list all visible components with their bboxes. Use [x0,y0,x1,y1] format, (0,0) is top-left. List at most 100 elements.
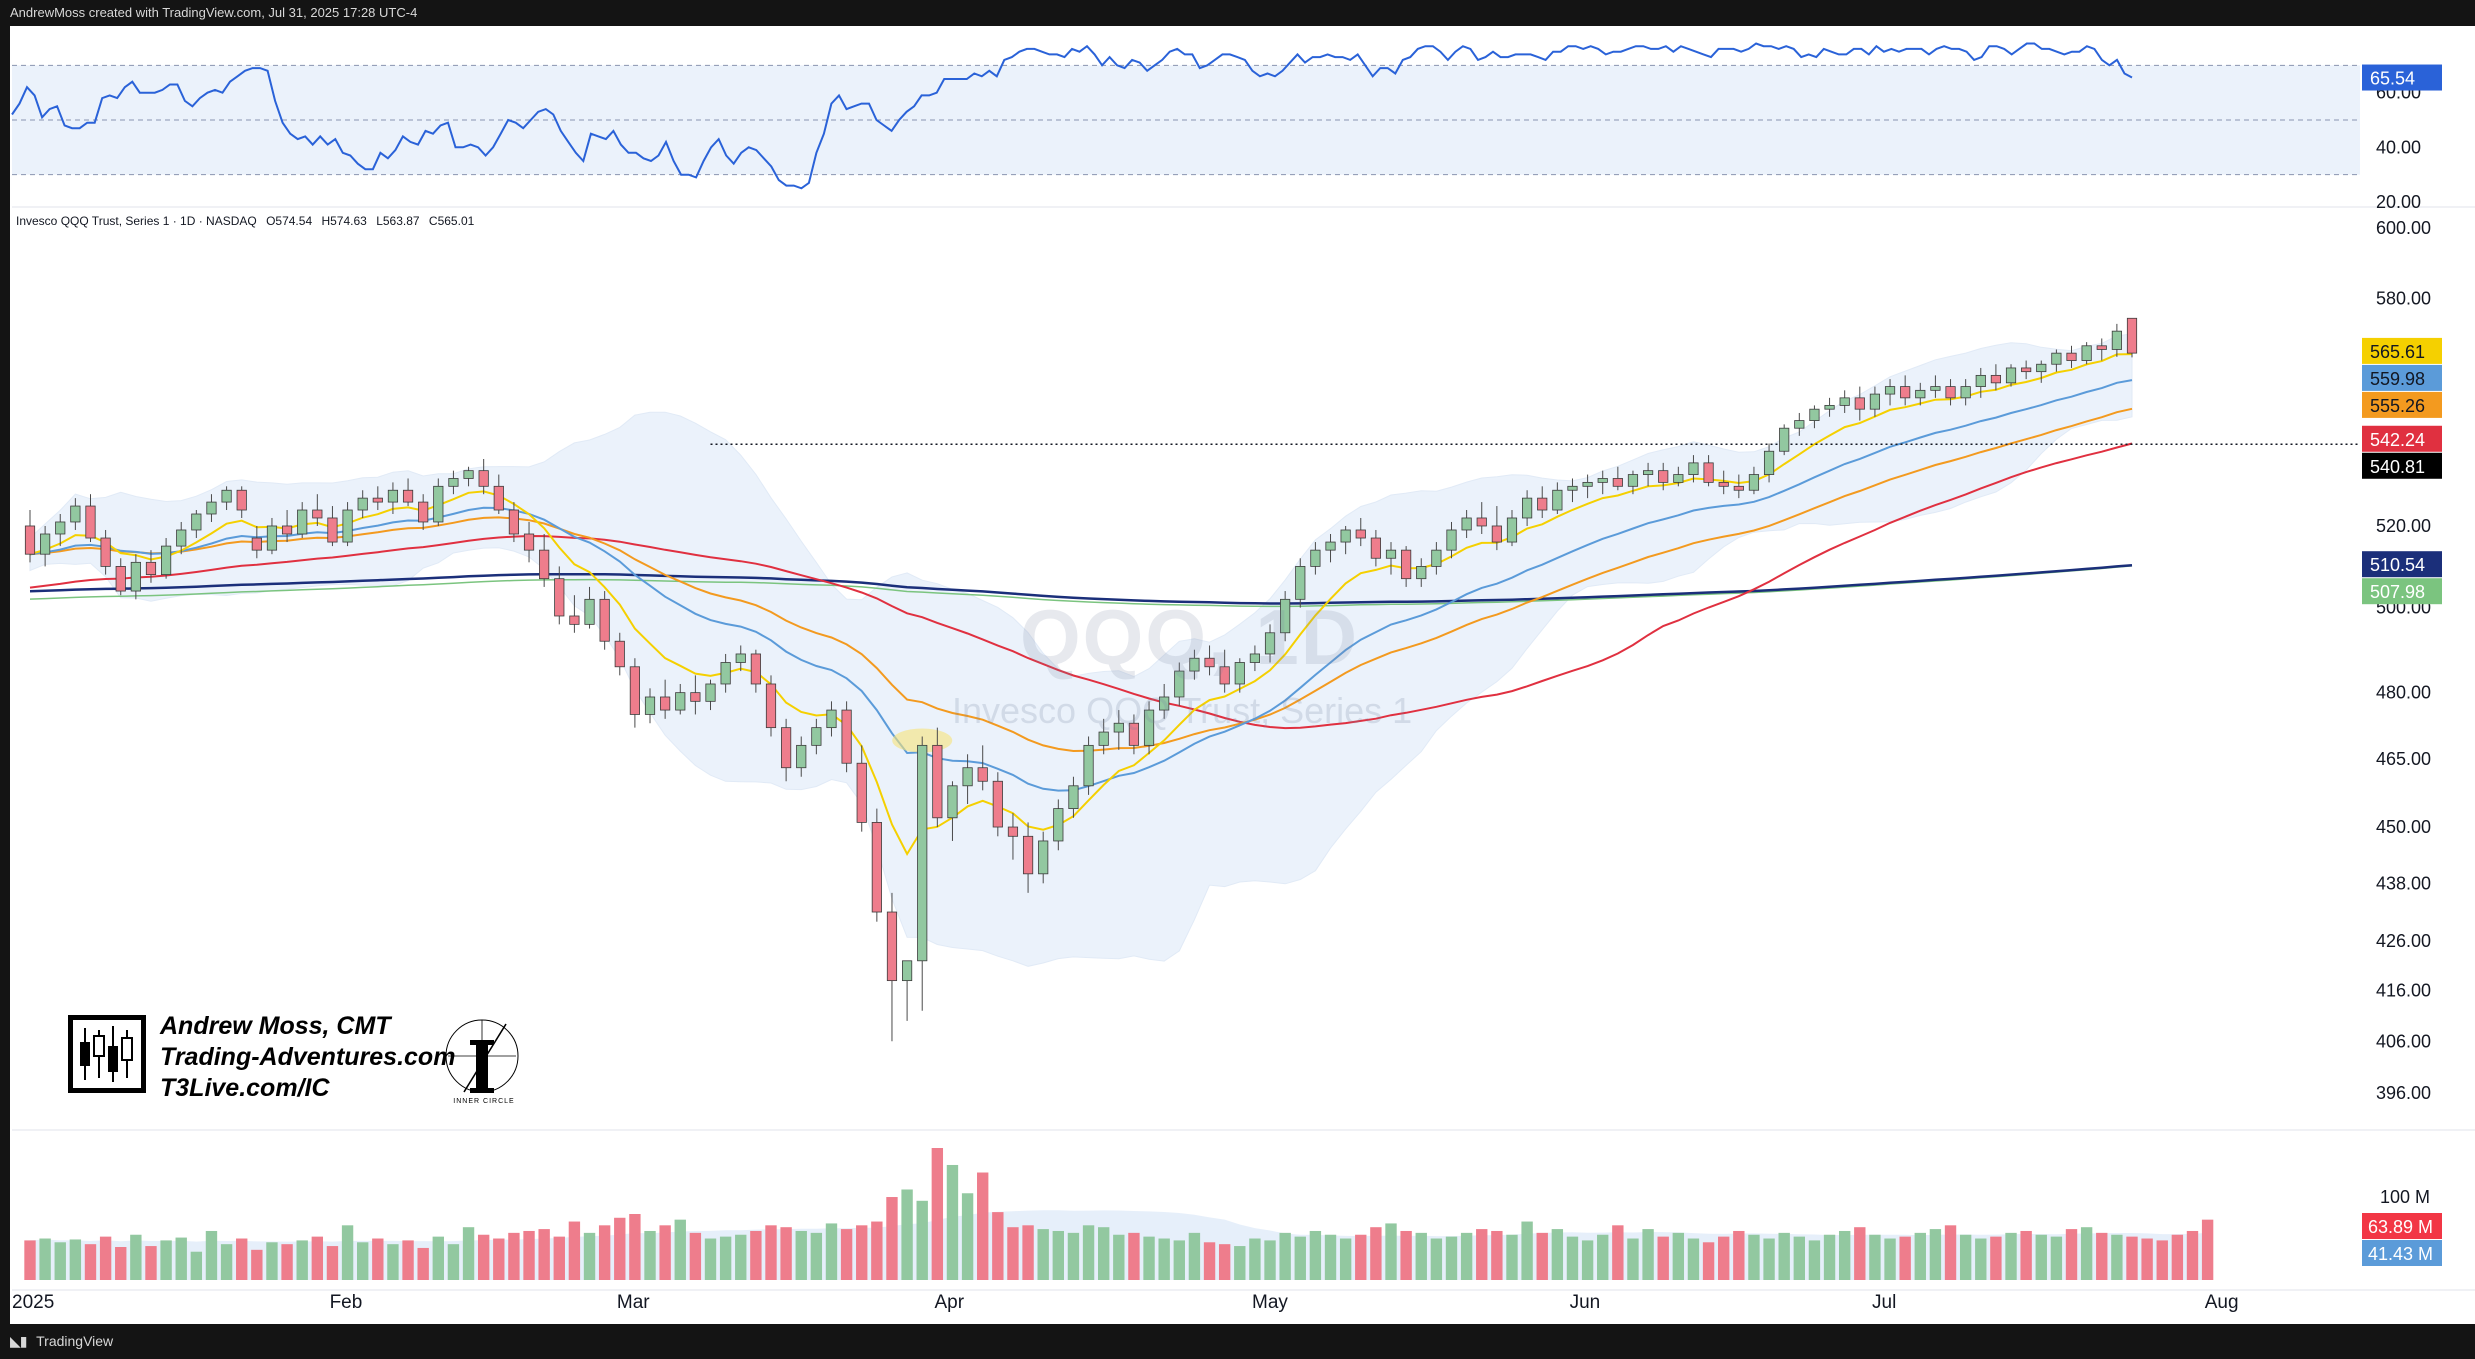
candle-body [387,489,399,503]
candle-body [1900,386,1911,399]
candle-body [1612,478,1623,487]
volume-bar [1415,1232,1427,1280]
volume-bar [1551,1229,1564,1280]
candle [191,510,202,539]
volume-bar [266,1242,278,1280]
volume-bar [417,1247,429,1280]
candle-body [357,497,368,511]
volume-bar [2096,1232,2108,1280]
volume-bar [871,1221,883,1280]
candle-body [644,696,656,715]
sma200-line [29,563,2133,605]
volume-bar [1173,1240,1185,1280]
candle [1990,364,2001,391]
candle-body [191,513,202,531]
candle [1869,386,1881,417]
volume-bar [1975,1238,1987,1280]
candle-body [1295,566,1306,600]
candle-body [1673,474,1684,483]
volume-bar [1672,1232,1685,1280]
volume-bar [735,1234,747,1280]
volume-bar [236,1238,248,1280]
candle [1310,542,1321,575]
volume-bar [1355,1234,1367,1280]
candle-body [1431,549,1442,567]
candle [1325,533,1336,563]
symbol-header: Invesco QQQ Trust, Series 1 · 1D · NASDA… [16,214,480,228]
candle [115,558,126,596]
candle [1446,521,1457,559]
ema21-line [29,379,2133,792]
candle [660,679,671,719]
candle-body [342,509,353,543]
candle-body [1204,657,1215,668]
candle [1930,375,1941,398]
volume-bar [629,1214,641,1280]
candle-body [1733,485,1744,491]
candle [1280,591,1291,642]
candle [1763,443,1775,483]
candle [1340,525,1351,555]
candle-body [40,533,51,555]
candle [145,550,157,583]
candle-body [145,561,157,575]
candle-body [917,744,928,962]
price-tag-6 [2362,578,2442,605]
volume-bar [1612,1225,1624,1280]
candle [493,474,504,514]
volume-bar [130,1234,142,1280]
candle-body [599,598,610,642]
candle [569,595,580,633]
candle [1915,382,1926,406]
volume-bar [2005,1232,2017,1280]
tradingview-logo-icon: ◣▮ [10,1333,28,1349]
volume-bar [2035,1234,2047,1280]
author-link[interactable]: T3Live.com/IC [160,1074,330,1102]
candle [614,632,625,676]
candle-body [2081,345,2092,361]
volume-bar [2065,1229,2078,1280]
volume-bar [372,1238,384,1280]
volume-bar [1067,1232,1080,1280]
candle [1007,813,1019,860]
candle [1491,506,1502,551]
price-tag-1 [2362,364,2442,391]
volume-bar [810,1232,823,1280]
volume-bar [432,1236,444,1280]
price-tick-label-4: 438.00 [2376,873,2431,893]
author-text: Andrew Moss, CMT Trading-Adventures.com … [160,1011,455,1104]
candle-body [705,683,716,702]
candle [977,745,988,791]
candle-body [826,709,837,729]
volume-bar [1566,1236,1579,1280]
volume-bar [1702,1242,1715,1280]
candle [372,486,383,511]
candle [1022,822,1034,893]
volume-bar [1491,1230,1503,1280]
price-tag-label-5: 510.54 [2370,555,2425,575]
candle-body [1537,497,1548,511]
volume-bar [614,1217,626,1280]
volume-bar [1249,1238,1261,1280]
volume-bar [1884,1238,1896,1280]
candle [281,510,293,543]
left-edge [0,26,10,1324]
candle [478,458,489,495]
volume-bar [780,1227,792,1280]
candle [312,494,323,526]
volume-bar [341,1225,354,1280]
price-tag-3 [2362,425,2442,452]
candle-body [312,509,323,519]
volume-bar [145,1246,157,1280]
rsi-last-value-label: 65.54 [2370,69,2415,89]
candle [2051,349,2062,372]
price-tag-label-0: 565.61 [2370,342,2425,362]
candle-body [1794,420,1805,429]
candle-body [2096,345,2107,350]
candle [856,745,867,832]
volume-bar [326,1246,339,1280]
candle-body [1416,566,1427,580]
candle-body [1582,481,1593,487]
candle-body [1491,525,1502,543]
